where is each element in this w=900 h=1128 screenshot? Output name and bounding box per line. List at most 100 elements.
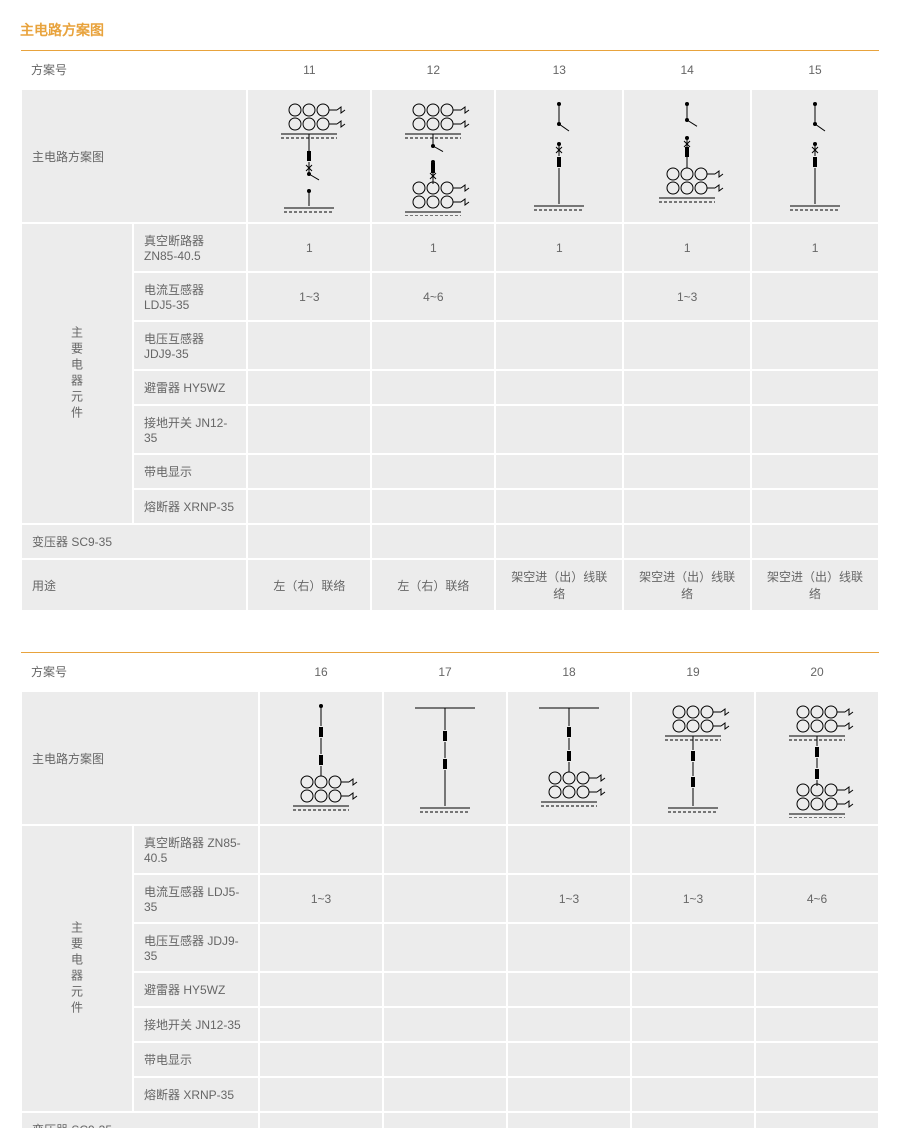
cell-value: 架空进（出）线联络 [751, 559, 879, 611]
cell-value [383, 923, 507, 972]
cell-value [383, 874, 507, 923]
table-row: 电压互感器 JDJ9-35 [21, 923, 879, 972]
table-row: 主要电器元件真空断路器 ZN85-40.5 [21, 825, 879, 874]
cell-value [631, 1007, 755, 1042]
table-row: 变压器 SC9-35 [21, 1112, 879, 1128]
cell-value [495, 454, 623, 489]
cell-value [259, 923, 383, 972]
cell-value [507, 972, 631, 1007]
cell-value [623, 370, 751, 405]
circuit-diagram [259, 691, 383, 825]
cell-value [383, 1112, 507, 1128]
circuit-diagram [383, 691, 507, 825]
header-label: 方案号 [21, 51, 247, 90]
scheme-no: 13 [495, 51, 623, 90]
cell-value [623, 405, 751, 454]
cell-value [507, 1007, 631, 1042]
cell-value [751, 405, 879, 454]
component-label: 熔断器 XRNP-35 [133, 489, 247, 524]
cell-value: 1 [247, 223, 371, 272]
cell-value [495, 524, 623, 559]
cell-value [495, 321, 623, 370]
circuit-diagram [631, 691, 755, 825]
cell-value [247, 370, 371, 405]
table-row: 带电显示 [21, 454, 879, 489]
cell-value: 1~3 [631, 874, 755, 923]
cell-value: 1~3 [247, 272, 371, 321]
scheme-no: 20 [755, 653, 879, 692]
transformer-label: 变压器 SC9-35 [21, 524, 247, 559]
table-row: 电流互感器 LDJ5-351~31~31~34~6 [21, 874, 879, 923]
cell-value [751, 524, 879, 559]
cell-value [247, 524, 371, 559]
circuit-diagram [751, 89, 879, 223]
component-label: 接地开关 JN12-35 [133, 405, 247, 454]
cell-value [383, 1042, 507, 1077]
tables-container: 方案号1112131415主电路方案图主要电器元件真空断路器 ZN85-40.5… [20, 50, 880, 1128]
cell-value [507, 1112, 631, 1128]
cell-value [383, 1007, 507, 1042]
cell-value [623, 321, 751, 370]
cell-value [495, 489, 623, 524]
cell-value [623, 524, 751, 559]
header-label: 方案号 [21, 653, 259, 692]
page-title: 主电路方案图 [20, 20, 880, 40]
cell-value [631, 1042, 755, 1077]
scheme-no: 14 [623, 51, 751, 90]
circuit-diagram [495, 89, 623, 223]
cell-value [371, 489, 495, 524]
scheme-table-1: 方案号1617181920主电路方案图主要电器元件真空断路器 ZN85-40.5… [20, 652, 880, 1128]
cell-value [247, 321, 371, 370]
table-row: 接地开关 JN12-35 [21, 405, 879, 454]
scheme-no: 16 [259, 653, 383, 692]
cell-value: 1~3 [623, 272, 751, 321]
cell-value [371, 405, 495, 454]
component-label: 接地开关 JN12-35 [133, 1007, 259, 1042]
circuit-diagram [507, 691, 631, 825]
scheme-no: 18 [507, 653, 631, 692]
diagram-row-label: 主电路方案图 [21, 691, 259, 825]
cell-value: 1 [623, 223, 751, 272]
component-label: 电流互感器 LDJ5-35 [133, 874, 259, 923]
table-row: 接地开关 JN12-35 [21, 1007, 879, 1042]
cell-value [631, 825, 755, 874]
circuit-diagram [371, 89, 495, 223]
table-row: 变压器 SC9-35 [21, 524, 879, 559]
cell-value [755, 1007, 879, 1042]
group-header: 主要电器元件 [21, 825, 133, 1112]
cell-value [259, 1042, 383, 1077]
circuit-diagram [623, 89, 751, 223]
cell-value [755, 1112, 879, 1128]
cell-value [383, 972, 507, 1007]
cell-value [631, 1112, 755, 1128]
cell-value: 4~6 [755, 874, 879, 923]
cell-value [623, 489, 751, 524]
cell-value [507, 1077, 631, 1112]
component-label: 带电显示 [133, 454, 247, 489]
table-row: 熔断器 XRNP-35 [21, 1077, 879, 1112]
cell-value [247, 489, 371, 524]
cell-value [751, 454, 879, 489]
cell-value [371, 370, 495, 405]
cell-value: 1 [495, 223, 623, 272]
table-row: 电流互感器 LDJ5-351~34~61~3 [21, 272, 879, 321]
table-row: 带电显示 [21, 1042, 879, 1077]
component-label: 避雷器 HY5WZ [133, 972, 259, 1007]
cell-value: 1 [751, 223, 879, 272]
cell-value [371, 524, 495, 559]
cell-value [383, 825, 507, 874]
cell-value [751, 489, 879, 524]
cell-value: 架空进（出）线联络 [623, 559, 751, 611]
component-label: 真空断路器 ZN85-40.5 [133, 223, 247, 272]
cell-value [259, 1077, 383, 1112]
cell-value [751, 272, 879, 321]
cell-value [495, 370, 623, 405]
component-label: 熔断器 XRNP-35 [133, 1077, 259, 1112]
cell-value [259, 972, 383, 1007]
cell-value [755, 923, 879, 972]
component-label: 带电显示 [133, 1042, 259, 1077]
cell-value: 1~3 [507, 874, 631, 923]
diagram-row: 主电路方案图 [21, 691, 879, 825]
table-header: 方案号1112131415 [21, 51, 879, 90]
cell-value [755, 972, 879, 1007]
